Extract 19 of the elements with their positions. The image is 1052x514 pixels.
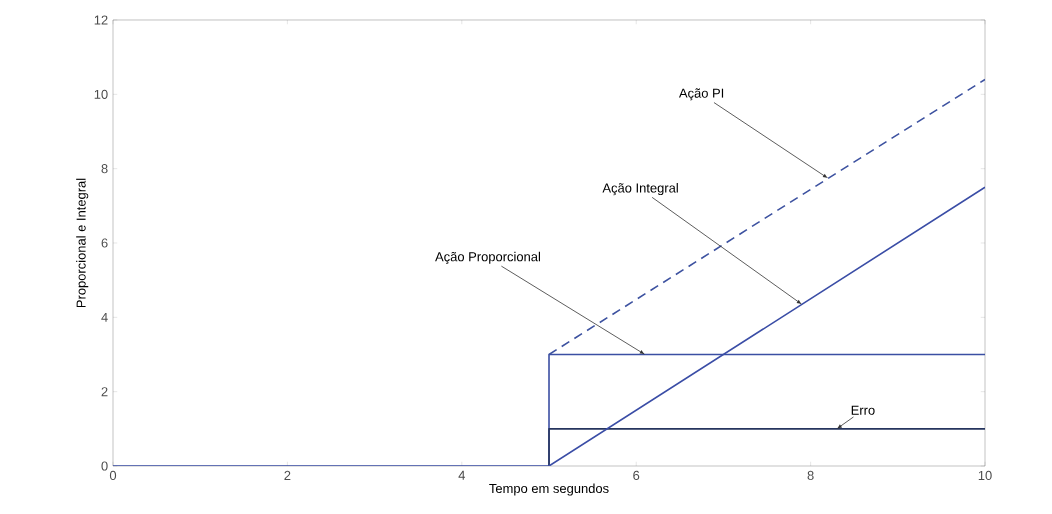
annotation: Ação Integral xyxy=(602,183,678,196)
annotation: Ação PI xyxy=(678,88,724,101)
y-tick-label: 12 xyxy=(94,15,108,25)
x-tick-label: 10 xyxy=(978,470,992,481)
y-tick-label: 0 xyxy=(101,461,108,471)
y-tick-label: 2 xyxy=(101,387,108,397)
x-tick-label: 4 xyxy=(458,470,466,480)
x-axis-title: Tempo em segundos xyxy=(489,483,609,496)
y-tick-label: 6 xyxy=(101,238,108,248)
y-tick-label: 4 xyxy=(101,312,108,322)
y-axis-title: Proporcional e Integral xyxy=(76,178,89,308)
annotation: Erro xyxy=(851,405,875,415)
annotation: Ação Proporcional xyxy=(435,251,540,264)
y-tick-label: 10 xyxy=(94,89,108,99)
x-tick-label: 2 xyxy=(284,470,291,480)
x-tick-label: 6 xyxy=(633,470,640,481)
y-tick-label: 8 xyxy=(101,164,108,174)
x-tick-label: 8 xyxy=(807,470,814,481)
x-tick-label: 0 xyxy=(109,470,117,481)
